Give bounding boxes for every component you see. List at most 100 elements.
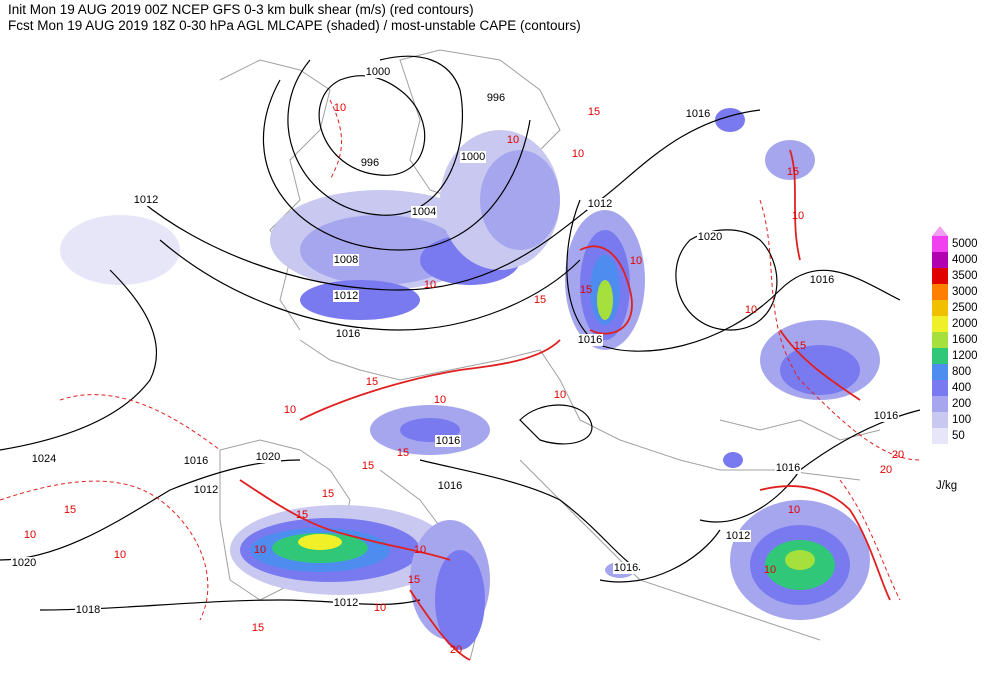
legend-label: 100 [952, 414, 971, 426]
pressure-label: 1016 [776, 462, 800, 474]
cape-area [780, 345, 860, 395]
legend-label: 1200 [952, 350, 978, 362]
legend-swatch [932, 348, 948, 364]
label-bg [587, 198, 613, 210]
legend-swatch [932, 252, 948, 268]
pressure-label: 1012 [194, 484, 218, 496]
shear-label: 20 [892, 449, 904, 461]
legend-label: 400 [952, 382, 971, 394]
pressure-label: 1016 [184, 455, 208, 467]
label-bg [133, 194, 159, 206]
shear-label: 10 [572, 148, 584, 160]
pressure-label: 1020 [256, 451, 280, 463]
pressure-label: 1012 [134, 194, 158, 206]
pressure-label: 996 [361, 157, 379, 169]
label-bg [435, 435, 461, 447]
label-bg [697, 231, 723, 243]
shear-label: 10 [507, 134, 519, 146]
cape-area [723, 452, 743, 468]
legend-swatch [932, 300, 948, 316]
label-bg [333, 290, 359, 302]
shear-label: 10 [788, 504, 800, 516]
pressure-label: 1000 [461, 151, 485, 163]
cape-area [300, 215, 460, 285]
shear-label: 15 [252, 622, 264, 634]
label-bg [31, 453, 57, 465]
label-bg [577, 334, 603, 346]
shear-label: 15 [580, 284, 592, 296]
shear-contours-dashed [0, 99, 921, 621]
legend-swatch [932, 332, 948, 348]
shear-label: 15 [366, 376, 378, 388]
legend-swatch [932, 268, 948, 284]
label-bg [483, 92, 509, 104]
shear-label: 15 [794, 340, 806, 352]
shear-label: 10 [764, 564, 776, 576]
pressure-label: 1008 [334, 254, 358, 266]
label-bg [775, 462, 801, 474]
legend-swatch [932, 236, 948, 252]
pressure-label: 1012 [334, 290, 358, 302]
pressure-label: 1012 [588, 198, 612, 210]
pressure-label: 1004 [412, 206, 436, 218]
label-bg [725, 530, 751, 542]
shear-label: 10 [24, 529, 36, 541]
shear-label: 10 [434, 394, 446, 406]
pressure-contours [0, 55, 921, 611]
shear-label: 10 [114, 549, 126, 561]
header-line: Init Mon 19 AUG 2019 00Z NCEP GFS 0-3 km… [8, 2, 474, 17]
header-line: Fcst Mon 19 AUG 2019 18Z 0-30 hPa AGL ML… [8, 18, 581, 33]
shear-label: 10 [374, 602, 386, 614]
shear-label: 15 [64, 504, 76, 516]
pressure-label: 1020 [698, 231, 722, 243]
legend-swatch [932, 380, 948, 396]
pressure-label: 1024 [32, 453, 56, 465]
label-bg [685, 108, 711, 120]
legend-swatch [932, 428, 948, 444]
shear-label: 15 [787, 166, 799, 178]
shear-label: 15 [534, 294, 546, 306]
pressure-label: 1016 [578, 334, 602, 346]
pressure-label: 1012 [726, 530, 750, 542]
label-bg [411, 206, 437, 218]
shear-label: 10 [334, 102, 346, 114]
legend-label: 3000 [952, 286, 978, 298]
cape-area [300, 280, 420, 320]
label-bg [613, 562, 639, 574]
legend-swatch [932, 396, 948, 412]
cape-area [715, 108, 745, 132]
pressure-label: 1016 [436, 435, 460, 447]
shear-label: 15 [408, 574, 420, 586]
cape-shading [60, 108, 880, 650]
legend-label: 3500 [952, 270, 978, 282]
cape-area [785, 550, 815, 570]
label-bg [809, 274, 835, 286]
shear-label: 10 [554, 389, 566, 401]
label-bg [193, 484, 219, 496]
shear-label: 10 [630, 255, 642, 267]
pressure-label: 1016 [336, 328, 360, 340]
shear-label: 10 [424, 279, 436, 291]
label-bg [437, 480, 463, 492]
legend-swatch [932, 412, 948, 428]
pressure-label: 1016 [438, 480, 462, 492]
shear-label: 15 [362, 460, 374, 472]
shear-label: 15 [397, 447, 409, 459]
label-bg [460, 151, 486, 163]
label-bg [75, 604, 101, 616]
label-bg [11, 557, 37, 569]
legend-label: 1600 [952, 334, 978, 346]
pressure-label: 1000 [366, 66, 390, 78]
cape-area [597, 280, 613, 320]
legend-arrow [932, 226, 948, 236]
legend: 50 100 200 400 800 1200 1600 2000 2500 3000 3500 40… [932, 226, 978, 492]
shear-label: 10 [792, 210, 804, 222]
cape-area [435, 550, 485, 650]
label-bg [255, 451, 281, 463]
pressure-label: 1020 [12, 557, 36, 569]
legend-label: 2000 [952, 318, 978, 330]
pressure-label: 1016 [810, 274, 834, 286]
shear-contours [239, 149, 891, 661]
